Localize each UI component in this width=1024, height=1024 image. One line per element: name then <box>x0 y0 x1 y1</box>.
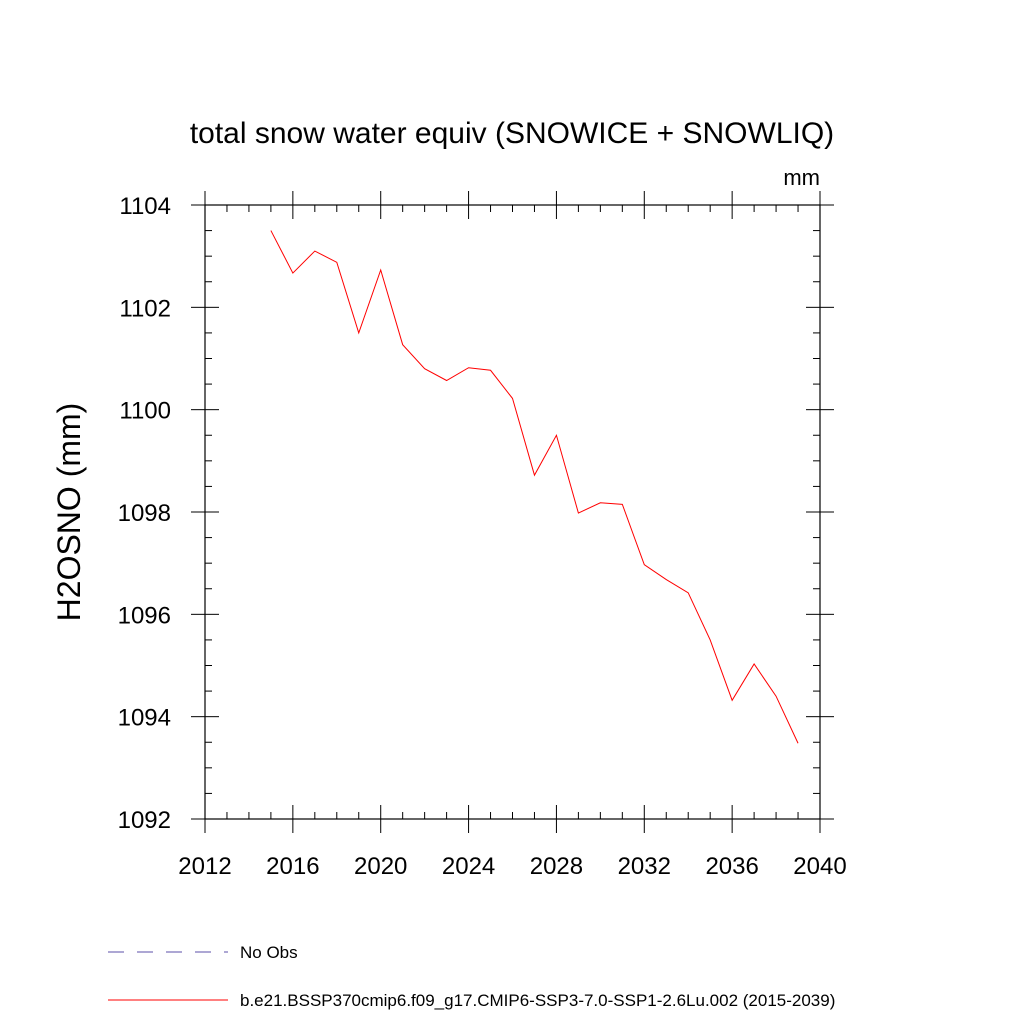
y-tick-label: 1098 <box>118 500 171 527</box>
data-point <box>357 331 361 335</box>
y-tick-label: 1100 <box>119 398 171 425</box>
data-point <box>730 698 734 702</box>
data-point <box>576 511 580 515</box>
tick-labels: 2012 2016 2020 2024 2028 2032 2036 2040 1092 1094… <box>118 193 847 880</box>
x-tick-label: 2040 <box>793 853 846 880</box>
data-point <box>598 501 602 505</box>
x-tick-label: 2032 <box>618 853 671 880</box>
legend-label: b.e21.BSSP370cmip6.f09_g17.CMIP6-SSP3-7.… <box>240 991 835 1010</box>
y-tick-label: 1094 <box>118 705 171 732</box>
data-point <box>642 563 646 567</box>
data-point <box>467 366 471 370</box>
plot-frame <box>204 204 821 820</box>
y-tick-label: 1092 <box>118 807 171 834</box>
data-point <box>620 502 624 506</box>
series-line <box>270 230 799 744</box>
series-lines <box>269 229 800 745</box>
x-tick-label: 2024 <box>442 853 495 880</box>
data-point <box>401 343 405 347</box>
data-point <box>774 694 778 698</box>
data-point <box>796 741 800 745</box>
data-point <box>664 578 668 582</box>
data-point <box>379 268 383 272</box>
data-point <box>335 260 339 264</box>
data-point <box>423 367 427 371</box>
data-point <box>532 473 536 477</box>
y-tick-label: 1104 <box>119 193 171 220</box>
units-label: mm <box>783 165 820 190</box>
legend: No Obs b.e21.BSSP370cmip6.f09_g17.CMIP6-S… <box>108 943 835 1010</box>
x-tick-label: 2036 <box>705 853 758 880</box>
data-point <box>708 638 712 642</box>
data-point <box>291 271 295 275</box>
data-point <box>752 662 756 666</box>
chart-title: total snow water equiv (SNOWICE + SNOWLI… <box>190 117 834 150</box>
legend-label: No Obs <box>240 943 298 962</box>
data-point <box>489 368 493 372</box>
x-tick-label: 2012 <box>178 853 231 880</box>
x-tick-label: 2016 <box>266 853 319 880</box>
data-point <box>313 249 317 253</box>
data-point <box>445 379 449 383</box>
y-axis-label: H2OSNO (mm) <box>51 403 87 622</box>
x-tick-label: 2028 <box>530 853 583 880</box>
y-tick-label: 1102 <box>119 295 171 322</box>
data-point <box>686 591 690 595</box>
axis-ticks <box>191 191 834 833</box>
y-tick-label: 1096 <box>118 602 171 629</box>
x-tick-label: 2020 <box>354 853 407 880</box>
data-point <box>554 433 558 437</box>
data-point <box>511 396 515 400</box>
data-point <box>269 229 273 233</box>
